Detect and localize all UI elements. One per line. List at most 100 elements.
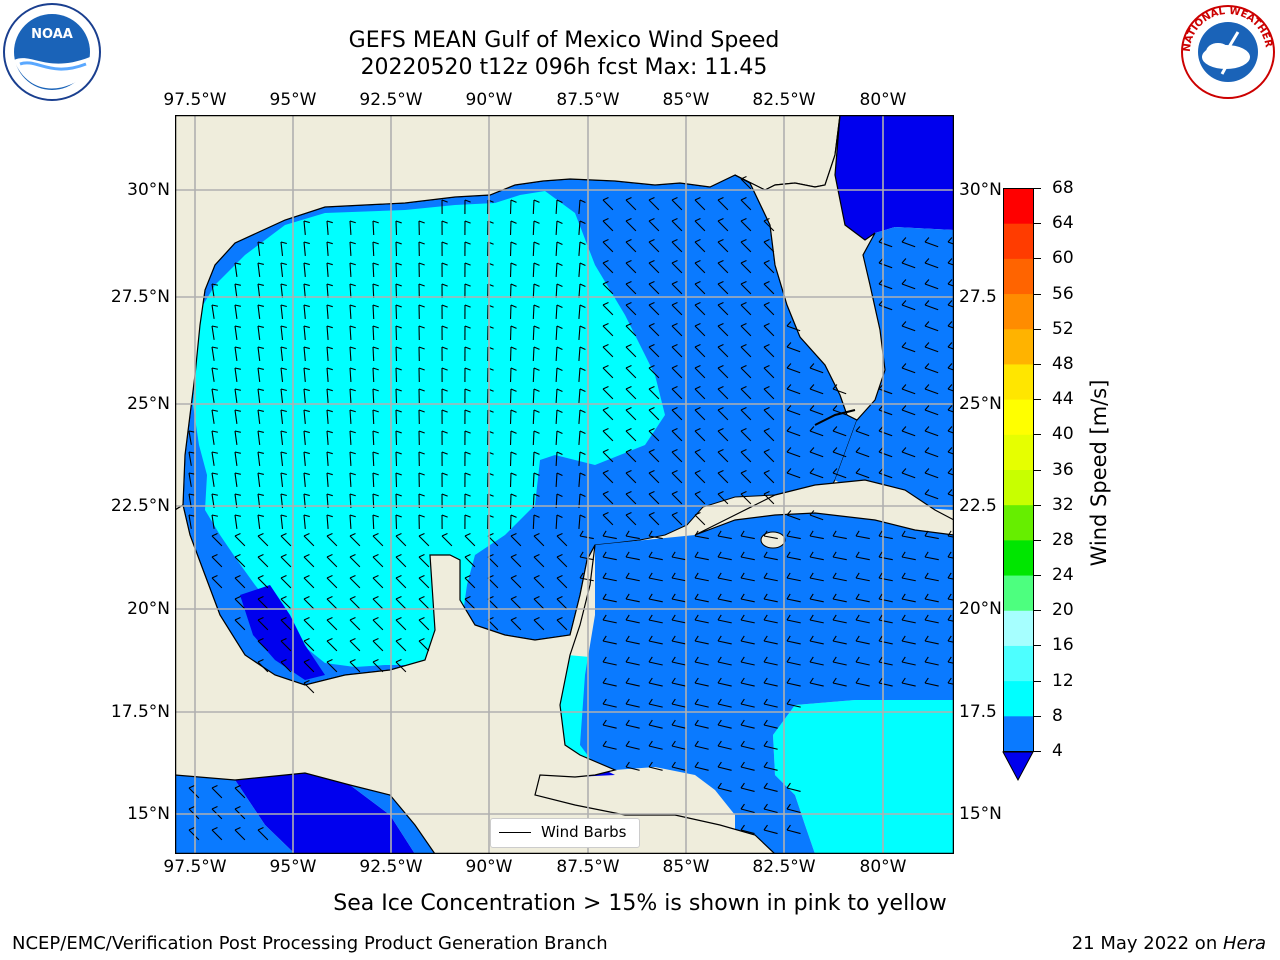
wind-barb-flag [924, 363, 930, 369]
wind-barb [878, 472, 893, 479]
wind-barb-flag [832, 551, 837, 558]
wind-barb-flag [924, 656, 929, 663]
wind-barb [717, 220, 729, 232]
wind-barb [280, 535, 292, 547]
wind-barb [257, 409, 261, 424]
wind-barb [740, 178, 752, 190]
wind-barb-flag [349, 325, 356, 329]
wind-barb-flag [464, 409, 471, 413]
wind-barb [809, 430, 824, 437]
wind-barb-flag [602, 635, 607, 642]
wind-barb-flag [855, 572, 860, 579]
isla-juventud [760, 531, 786, 549]
wind-barb-flag [878, 593, 883, 600]
wind-barb [625, 556, 640, 561]
wind-barb [878, 556, 893, 561]
wind-barb-flag [809, 572, 814, 579]
wind-barb-flag [947, 258, 953, 264]
wind-barb [349, 472, 352, 488]
wind-barb-flag [372, 241, 379, 245]
wind-barb-flag [694, 218, 701, 222]
wind-barb [418, 640, 430, 652]
wind-barb [878, 535, 893, 540]
wind-barb-flag [648, 761, 653, 768]
wind-barb-flag [556, 220, 563, 224]
wind-barb-flag [694, 470, 701, 474]
wind-barb-flag [280, 554, 287, 558]
wind-barb-flag [349, 575, 356, 579]
wind-barb-flag [740, 197, 747, 201]
wind-barb-flag [648, 197, 655, 201]
wind-barb-flag [694, 677, 699, 684]
wind-barb [578, 220, 581, 236]
wind-barb-flag [349, 451, 356, 455]
wind-barb-flag [349, 659, 356, 663]
wind-barb [648, 661, 663, 666]
wind-barb-flag [372, 514, 379, 518]
wind-barb-flag [510, 283, 517, 287]
wind-barb [694, 409, 706, 421]
wind-barb-flag [418, 554, 425, 558]
wind-barb-flag [303, 617, 310, 621]
wind-barb-flag [625, 698, 630, 705]
wind-barb [671, 619, 686, 624]
wind-barb-flag [625, 719, 630, 726]
florida-keys [814, 409, 856, 426]
wind-barb-flag [303, 220, 310, 224]
colorbar-tick-label: 28 [1052, 529, 1074, 550]
wind-barb [625, 451, 637, 463]
wind-barb-flag [648, 218, 655, 222]
wind-barb-flag [602, 512, 609, 516]
wind-barb [671, 241, 683, 253]
wind-barb-flag [717, 530, 722, 537]
wind-barb [671, 640, 686, 645]
wind-barb-flag [924, 677, 929, 684]
wind-barb-flag [602, 572, 607, 579]
wind-barb-flag [740, 593, 745, 600]
wind-barb [901, 451, 916, 458]
wind-barb [717, 787, 732, 792]
wind-barb [878, 451, 893, 458]
wind-barb-flag [855, 530, 860, 537]
wind-barb [579, 535, 594, 540]
wind-barb-flag [740, 491, 747, 495]
wind-barb-flag [441, 199, 448, 203]
colorbar-tick-mark [1033, 434, 1041, 436]
lon-label-bottom: 87.5°W [556, 857, 620, 877]
wind-barb-flag [901, 363, 907, 369]
wind-barb-flag [395, 220, 402, 224]
wind-barb-flag [648, 614, 653, 621]
wind-barb [763, 430, 775, 442]
wind-barb [257, 577, 269, 589]
wind-barb-flag [257, 617, 264, 621]
wind-barb-flag [786, 572, 791, 579]
wind-barb-flag [648, 656, 653, 663]
wind-barb [280, 262, 284, 277]
wind-barb [395, 262, 398, 278]
wind-barb [257, 451, 261, 466]
wind-barb-flag [671, 428, 678, 432]
lon-label-bottom: 95°W [269, 857, 317, 877]
wind-barb [578, 451, 581, 467]
wind-barb-flag [740, 677, 745, 684]
wind-barb [671, 661, 686, 666]
wind-barb [578, 430, 581, 446]
wind-barb-flag [740, 176, 747, 180]
wind-barb [694, 514, 706, 526]
wind-barb-flag [211, 409, 218, 412]
wind-barb [717, 577, 732, 582]
wind-barb [648, 409, 660, 421]
wind-barb-flag [947, 489, 953, 495]
wind-barb-flag [740, 614, 745, 621]
wind-barb [832, 682, 847, 687]
wind-barb [234, 598, 246, 610]
wind-barb [280, 409, 284, 424]
wind-barb-flag [901, 635, 906, 642]
colorbar-tick-label: 44 [1052, 389, 1074, 410]
wind-barb-flag [510, 430, 517, 434]
wind-barb-flag [303, 680, 310, 684]
wind-barb-flag [326, 575, 333, 579]
wind-barb-flag [441, 493, 448, 497]
wind-barb [763, 577, 778, 582]
wind-barb-flag [510, 554, 517, 558]
